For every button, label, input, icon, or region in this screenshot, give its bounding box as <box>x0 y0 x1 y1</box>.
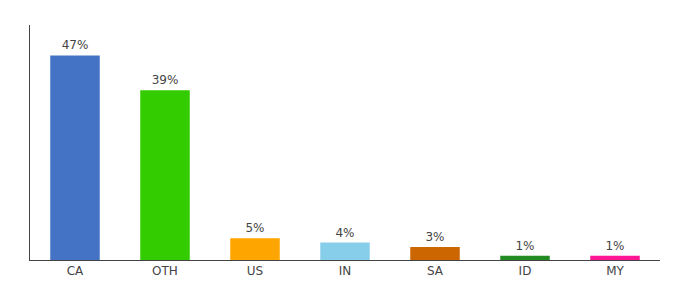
svg-text:ID: ID <box>519 264 532 278</box>
svg-text:5%: 5% <box>245 221 264 235</box>
svg-text:MY: MY <box>606 264 624 278</box>
svg-text:OTH: OTH <box>152 264 178 278</box>
svg-text:US: US <box>247 264 263 278</box>
svg-text:1%: 1% <box>605 239 624 253</box>
svg-text:47%: 47% <box>62 38 89 52</box>
svg-text:CA: CA <box>67 264 84 278</box>
svg-text:1%: 1% <box>515 239 534 253</box>
svg-text:4%: 4% <box>335 226 354 240</box>
svg-text:IN: IN <box>339 264 352 278</box>
svg-text:SA: SA <box>427 264 444 278</box>
svg-text:39%: 39% <box>152 73 179 87</box>
svg-text:3%: 3% <box>425 230 444 244</box>
